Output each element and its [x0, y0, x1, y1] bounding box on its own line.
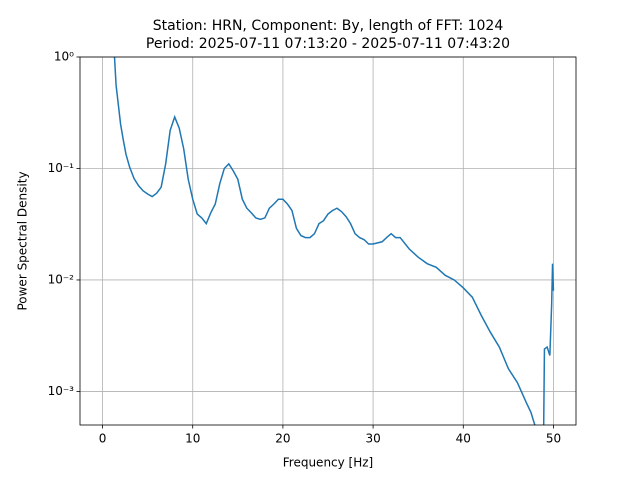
x-axis-label: Frequency [Hz] — [283, 456, 374, 470]
x-tick-label: 30 — [365, 432, 380, 446]
chart-title: Station: HRN, Component: By, length of F… — [153, 18, 504, 34]
data-line — [113, 57, 555, 425]
y-tick-label: 10⁰ — [54, 50, 74, 64]
chart-subtitle: Period: 2025-07-11 07:13:20 - 2025-07-11… — [146, 36, 510, 52]
x-tick-label: 40 — [456, 432, 471, 446]
x-tick-label: 10 — [185, 432, 200, 446]
y-tick-label: 10⁻¹ — [48, 161, 75, 175]
y-tick-label: 10⁻² — [48, 272, 75, 286]
y-axis-label: Power Spectral Density — [16, 171, 30, 310]
y-tick-label: 10⁻³ — [48, 384, 75, 398]
x-tick-label: 20 — [275, 432, 290, 446]
x-tick-label: 0 — [99, 432, 107, 446]
plot-frame — [79, 56, 577, 426]
x-tick-label: 50 — [546, 432, 561, 446]
